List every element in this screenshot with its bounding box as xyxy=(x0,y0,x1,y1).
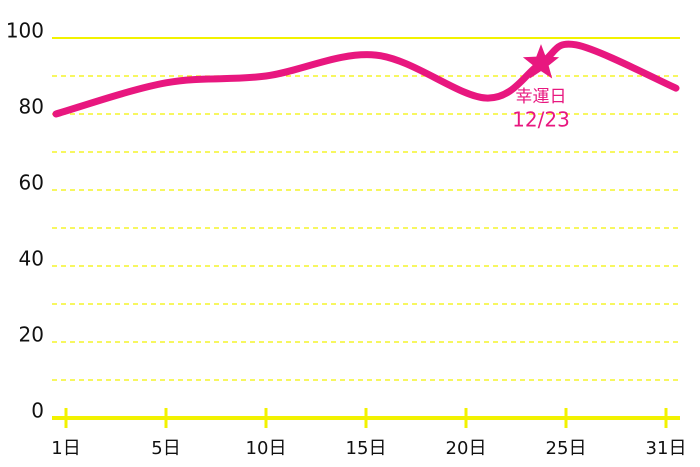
x-tick-label: 1日 xyxy=(51,438,80,459)
y-tick-label: 0 xyxy=(31,399,44,423)
annotation-star xyxy=(522,44,560,79)
x-tick-label: 10日 xyxy=(246,438,287,459)
y-tick-label: 20 xyxy=(19,323,44,347)
x-tick-label: 20日 xyxy=(446,438,487,459)
y-tick-label: 80 xyxy=(19,95,44,119)
y-tick-label: 100 xyxy=(6,19,44,43)
annotation-text: 12/23 xyxy=(512,108,570,132)
y-tick-label: 60 xyxy=(19,171,44,195)
y-tick-label: 40 xyxy=(19,247,44,271)
x-tick-label: 5日 xyxy=(151,438,180,459)
annotation-text: 幸運日 xyxy=(516,87,567,107)
x-tick-label: 31日 xyxy=(646,438,687,459)
x-tick-label: 15日 xyxy=(346,438,387,459)
series-line xyxy=(52,40,680,118)
x-tick-label: 25日 xyxy=(546,438,587,459)
